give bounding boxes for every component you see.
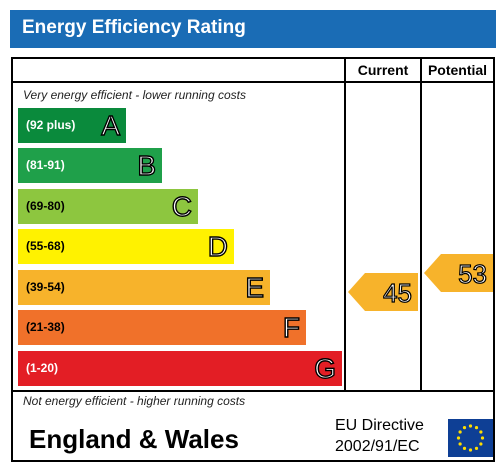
potential-rating-value: 53 [458, 259, 487, 289]
rating-band-c: (69-80) C [18, 189, 198, 224]
flag-star [458, 442, 462, 446]
current-rating-arrow: 45 [348, 273, 418, 311]
directive-line-2: 2002/91/EC [335, 438, 420, 455]
current-column-divider [344, 59, 346, 390]
flag-star [458, 430, 462, 434]
flag-star [456, 436, 461, 440]
title-bar: Energy Efficiency Rating [10, 10, 496, 48]
band-letter: A [101, 109, 121, 141]
band-range-label: (21-38) [26, 320, 65, 334]
band-range-label: (81-91) [26, 158, 65, 172]
flag-star [462, 446, 467, 450]
band-letter: B [137, 149, 157, 181]
header-divider [13, 81, 493, 83]
eu-flag-icon [448, 419, 493, 457]
flag-star [474, 426, 479, 430]
country-label: England & Wales [29, 424, 239, 454]
bottom-caption: Not energy efficient - higher running co… [23, 394, 246, 408]
band-letter: E [245, 271, 265, 303]
band-letter: F [282, 311, 301, 343]
current-header: Current [357, 62, 409, 78]
flag-star [468, 448, 473, 452]
rating-band-b: (81-91) B [18, 148, 162, 183]
flag-star [479, 430, 483, 434]
band-range-label: (69-80) [26, 199, 65, 213]
rating-band-a: (92 plus) A [18, 108, 126, 143]
flag-star [468, 424, 473, 428]
rating-band-f: (21-38) F [18, 310, 306, 345]
band-letter: C [171, 190, 193, 222]
flag-star [480, 436, 485, 440]
directive-line-1: EU Directive [335, 417, 424, 434]
rating-band-g: (1-20) G [18, 351, 342, 386]
flag-star [462, 426, 467, 430]
potential-rating-arrow: 53 [424, 254, 493, 292]
band-range-label: (92 plus) [26, 118, 76, 132]
flag-star [479, 442, 483, 446]
rating-band-e: (39-54) E [18, 270, 270, 305]
band-range-label: (39-54) [26, 280, 65, 294]
rating-band-d: (55-68) D [18, 229, 234, 264]
flag-star [474, 446, 479, 450]
potential-column-divider [420, 59, 422, 390]
potential-header: Potential [427, 62, 488, 78]
top-caption: Very energy efficient - lower running co… [23, 88, 246, 102]
footer-divider [13, 390, 493, 392]
band-range-label: (55-68) [26, 239, 65, 253]
eu-directive: EU Directive 2002/91/EC [335, 415, 424, 457]
band-range-label: (1-20) [26, 361, 59, 375]
rating-frame: Current Potential Very energy efficient … [11, 57, 495, 462]
page-title: Energy Efficiency Rating [22, 17, 246, 38]
band-letter: G [314, 352, 337, 384]
current-rating-value: 45 [383, 278, 412, 308]
band-letter: D [207, 230, 229, 262]
